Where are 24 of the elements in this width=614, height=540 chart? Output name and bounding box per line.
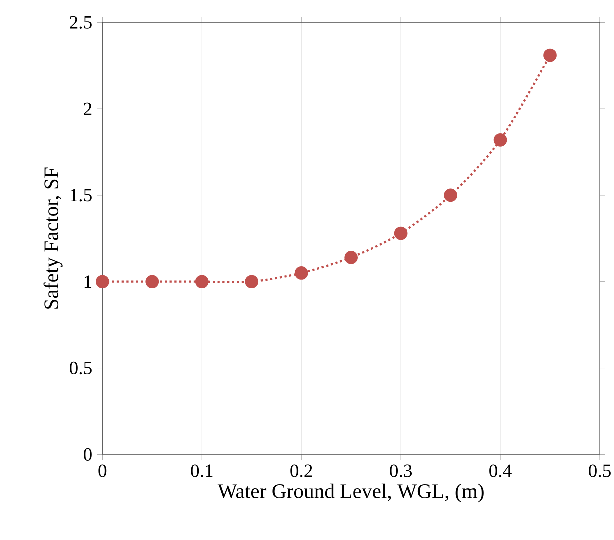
x-tick-label: 0.4 bbox=[490, 464, 512, 478]
y-axis-title: Safety Factor, SF bbox=[44, 168, 63, 309]
point bbox=[394, 226, 408, 240]
y-tick-label: 2.5 bbox=[70, 16, 92, 29]
x-tick-label: 0.3 bbox=[390, 464, 412, 478]
x-tick-label: 0.5 bbox=[589, 464, 611, 478]
point bbox=[294, 266, 308, 280]
x-tick-label: 0.2 bbox=[290, 464, 312, 478]
point bbox=[96, 275, 110, 289]
point bbox=[544, 48, 557, 62]
point bbox=[344, 251, 358, 264]
point bbox=[195, 275, 209, 289]
point bbox=[494, 134, 508, 147]
point bbox=[245, 275, 259, 289]
x-tick-label: 0.1 bbox=[191, 464, 213, 478]
y-tick-label: 0 bbox=[84, 448, 92, 461]
y-tick-label: 1 bbox=[84, 276, 92, 288]
x-axis-title: Water Ground Level, WGL, (m) bbox=[218, 484, 484, 503]
point bbox=[444, 188, 458, 202]
y-tick-label: 2 bbox=[84, 102, 92, 116]
y-tick-label: 1.5 bbox=[70, 189, 92, 202]
y-tick-label: 0.5 bbox=[70, 362, 92, 375]
point bbox=[146, 275, 160, 289]
x-tick-label: 0 bbox=[98, 464, 107, 478]
